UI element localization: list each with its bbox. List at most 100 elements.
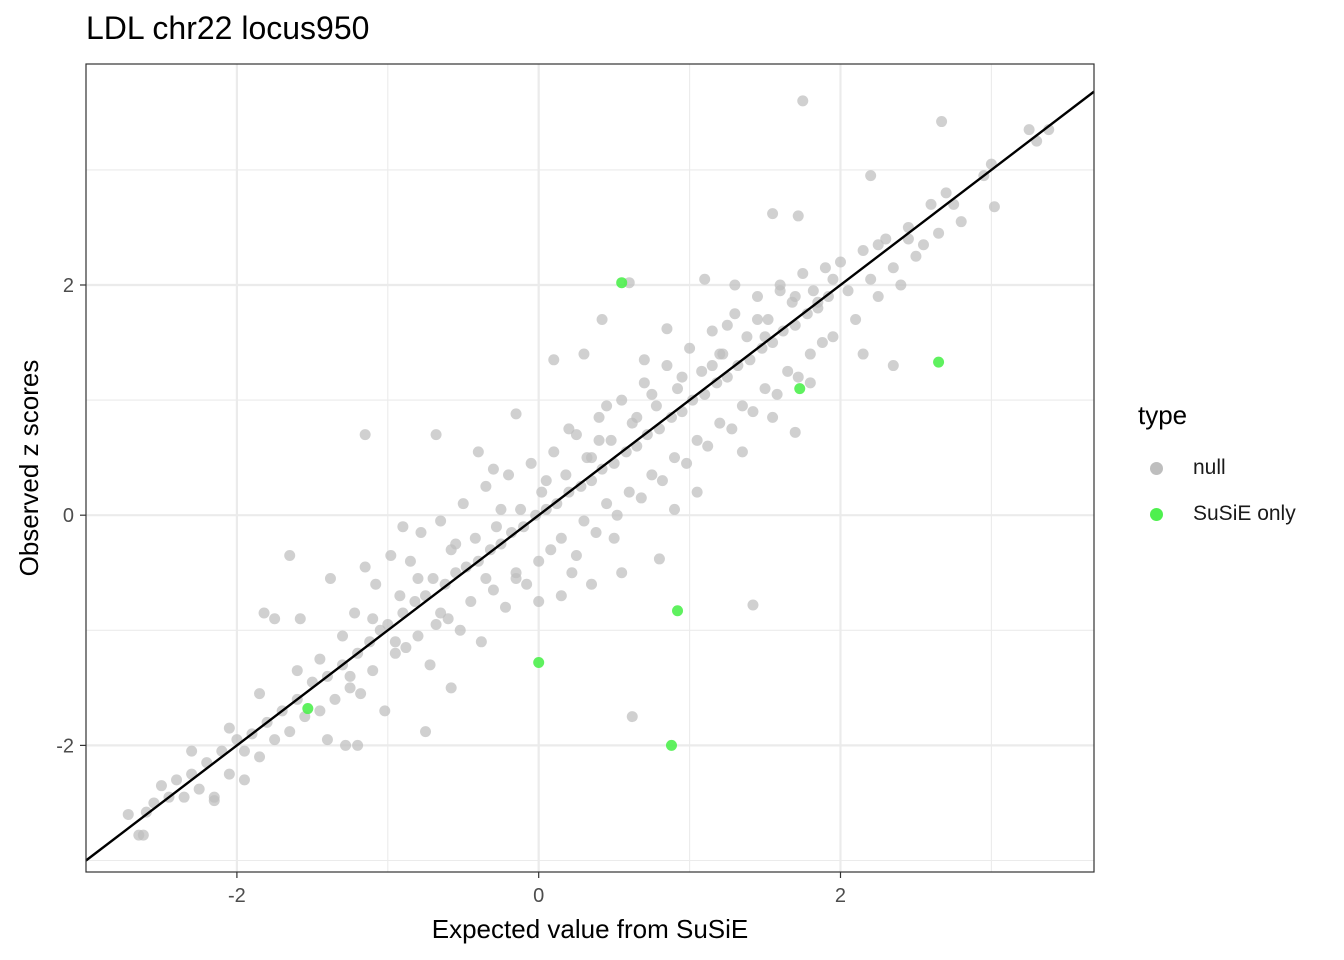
point-null (792, 371, 804, 383)
point-susie-only (616, 277, 628, 289)
point-null (454, 624, 466, 636)
point-null (672, 383, 684, 395)
point-null (616, 394, 628, 406)
plot-panel-border (85, 63, 1095, 873)
point-null (551, 498, 563, 510)
point-null (284, 549, 296, 561)
point-null (759, 383, 771, 395)
point-susie-only (533, 657, 545, 669)
point-null (487, 584, 499, 596)
point-null (155, 780, 167, 792)
point-null (294, 613, 306, 625)
point-null (548, 446, 560, 458)
point-null (706, 360, 718, 372)
point-null (955, 216, 967, 228)
point-null (484, 544, 496, 556)
point-null (676, 371, 688, 383)
point-null (367, 665, 379, 677)
point-null (714, 417, 726, 429)
point-null (503, 469, 515, 481)
point-null (638, 377, 650, 389)
point-null (792, 210, 804, 222)
point-null (379, 705, 391, 717)
point-null (540, 475, 552, 487)
point-null (420, 726, 432, 738)
point-null (415, 526, 427, 538)
point-null (741, 331, 753, 343)
legend-item-susie-only: SuSiE only (1150, 501, 1296, 527)
chart-title: LDL chr22 locus950 (86, 10, 370, 46)
point-null (887, 360, 899, 372)
point-null (548, 354, 560, 366)
point-null (736, 446, 748, 458)
point-null (797, 267, 809, 279)
point-null (736, 400, 748, 412)
point-null (385, 549, 397, 561)
point-null (566, 567, 578, 579)
point-null (510, 408, 522, 420)
point-null (684, 342, 696, 354)
point-null (925, 198, 937, 210)
point-null (623, 277, 635, 289)
point-null (208, 795, 220, 807)
legend-item-null: null (1150, 455, 1226, 481)
point-null (865, 273, 877, 285)
point-null (586, 578, 598, 590)
point-null (533, 555, 545, 567)
point-null (623, 486, 635, 498)
axis-ticks: -2 0 2 -2 0 2 (56, 275, 846, 907)
point-null (480, 572, 492, 584)
x-axis-label: Expected value from SuSiE (432, 914, 749, 944)
point-null (475, 636, 487, 648)
point-null (590, 526, 602, 538)
point-null (601, 400, 613, 412)
point-null (349, 607, 361, 619)
point-null (284, 726, 296, 738)
point-null (140, 806, 152, 818)
point-null (751, 314, 763, 326)
y-axis-label: Observed z scores (14, 360, 44, 577)
point-null (499, 601, 511, 613)
point-null (616, 567, 628, 579)
point-null (412, 630, 424, 642)
point-null (593, 411, 605, 423)
point-susie-only (302, 703, 314, 715)
legend-key-susie-only (1150, 507, 1163, 521)
point-null (857, 244, 869, 256)
point-null (782, 365, 794, 377)
point-null (646, 388, 658, 400)
point-null (223, 768, 235, 780)
point-null (638, 354, 650, 366)
point-null (427, 572, 439, 584)
point-null (435, 607, 447, 619)
point-null (389, 636, 401, 648)
point-null (601, 498, 613, 510)
data-points (122, 95, 1055, 841)
point-null (729, 279, 741, 291)
point-null (178, 791, 190, 803)
point-null (895, 279, 907, 291)
point-null (424, 659, 436, 671)
point-null (635, 492, 647, 504)
point-null (193, 783, 205, 795)
point-null (762, 314, 774, 326)
point-null (397, 521, 409, 533)
point-null (936, 116, 948, 128)
point-null (661, 360, 673, 372)
point-null (593, 434, 605, 446)
y-tick-label: 0 (63, 505, 74, 527)
point-null (409, 596, 421, 608)
major-gridlines (86, 64, 1094, 872)
point-null (269, 613, 281, 625)
x-tick-label: -2 (228, 885, 246, 907)
point-null (329, 693, 341, 705)
point-null (804, 348, 816, 360)
point-null (816, 337, 828, 349)
point-null (687, 394, 699, 406)
point-null (669, 503, 681, 515)
point-null (611, 509, 623, 521)
point-null (669, 452, 681, 464)
point-null (344, 670, 356, 682)
point-null (521, 578, 533, 590)
point-null (186, 745, 198, 757)
